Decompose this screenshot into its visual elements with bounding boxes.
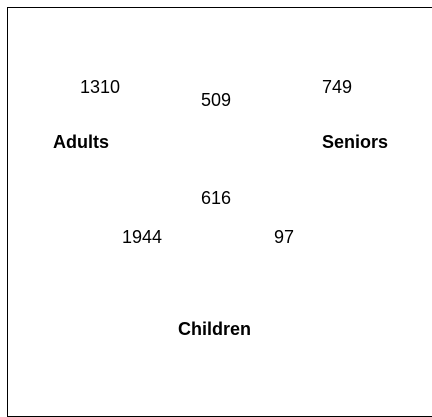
- diagram-frame: [7, 7, 432, 417]
- region-adults-children-count: 1944: [122, 227, 163, 247]
- region-seniors-only-count: 749: [322, 77, 353, 97]
- region-adults-only-count: 1310: [80, 77, 121, 97]
- region-seniors-children-count: 97: [274, 227, 295, 247]
- set-label-adults: Adults: [53, 132, 109, 152]
- region-all-three-count: 616: [201, 188, 232, 208]
- set-label-children: Children: [178, 319, 252, 339]
- set-label-seniors: Seniors: [322, 132, 389, 152]
- region-adults-seniors-count: 509: [201, 90, 232, 110]
